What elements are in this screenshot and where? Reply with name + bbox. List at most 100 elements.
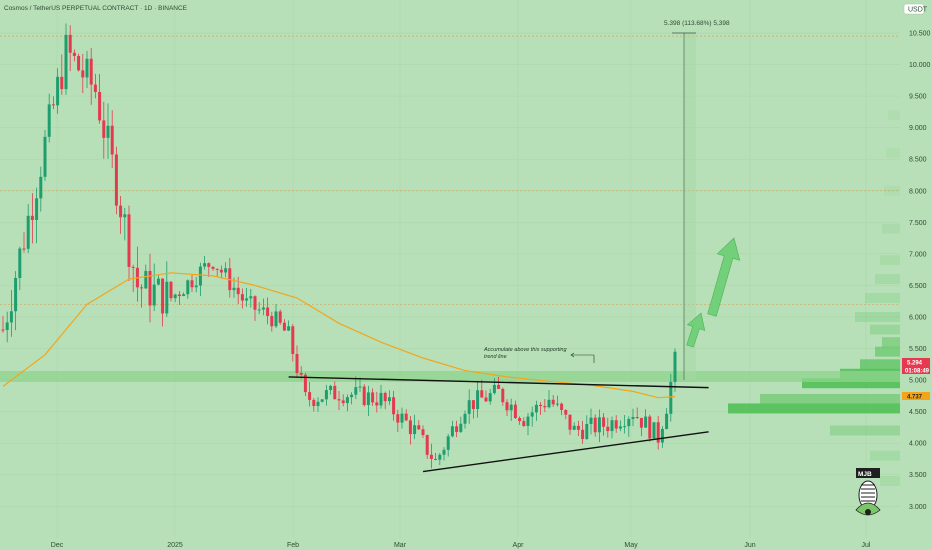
price-tick-label: 6.000 xyxy=(909,314,927,321)
candle xyxy=(505,399,509,416)
candle xyxy=(89,48,93,105)
candle xyxy=(392,390,396,421)
price-tick-label: 10.000 xyxy=(909,62,931,69)
trend-lines[interactable] xyxy=(288,376,709,473)
price-tick-label: 5.500 xyxy=(909,346,927,353)
candle xyxy=(316,397,320,412)
candle xyxy=(211,266,215,271)
candle xyxy=(270,311,274,332)
support-trend-line[interactable] xyxy=(422,431,709,473)
candle xyxy=(614,415,618,433)
ma-price-badge: 4.737 xyxy=(902,392,930,401)
candle xyxy=(198,262,202,297)
price-tick-label: 4.000 xyxy=(909,441,927,448)
candle xyxy=(9,289,13,337)
candle xyxy=(312,398,316,412)
candle xyxy=(539,402,543,415)
candle xyxy=(148,253,152,323)
candle xyxy=(165,261,169,317)
time-tick-label: Jul xyxy=(862,542,871,549)
candle xyxy=(257,302,261,315)
candle xyxy=(77,53,81,72)
candle xyxy=(72,49,76,62)
volume-profile-bar xyxy=(875,346,900,357)
candle xyxy=(610,416,614,439)
candle xyxy=(152,263,156,312)
candle xyxy=(375,391,379,413)
resistance-trend-line[interactable] xyxy=(288,376,709,389)
price-tick-label: 5.000 xyxy=(909,378,927,385)
candle xyxy=(253,295,257,321)
candle xyxy=(429,443,433,469)
candle xyxy=(639,417,643,437)
volume-profile-bar xyxy=(886,147,900,158)
candle xyxy=(140,284,144,308)
candle xyxy=(26,204,30,254)
candle xyxy=(501,387,505,406)
candle xyxy=(383,391,387,410)
svg-text:USDT: USDT xyxy=(908,7,928,14)
volume-profile-bar xyxy=(870,324,900,335)
candle xyxy=(362,384,366,407)
candle xyxy=(488,388,492,405)
candle xyxy=(366,385,370,417)
price-tick-label: 4.500 xyxy=(909,409,927,416)
candle xyxy=(476,380,480,418)
time-tick-label: Feb xyxy=(287,542,299,549)
trend-annotation-line-1: Accumulate above this supporting xyxy=(483,347,567,353)
support-zone-band xyxy=(0,371,900,382)
author-logo: MJB xyxy=(855,468,881,516)
candle xyxy=(442,447,446,461)
candle xyxy=(656,415,660,450)
candle xyxy=(303,372,307,397)
candle xyxy=(320,399,324,403)
candle xyxy=(480,379,484,398)
candle xyxy=(459,416,463,434)
candle xyxy=(203,255,207,270)
candle xyxy=(635,407,639,420)
candle xyxy=(547,389,551,409)
candle xyxy=(492,378,496,395)
svg-text:01:08:49: 01:08:49 xyxy=(905,369,930,375)
candle xyxy=(182,292,186,297)
target-measure xyxy=(672,32,696,381)
candle xyxy=(585,415,589,440)
candle xyxy=(404,409,408,422)
candle xyxy=(51,96,55,110)
price-axis[interactable]: 10.500 10.000 9.500 9.000 8.500 8.000 7.500 7.0… xyxy=(900,0,932,540)
candle xyxy=(350,392,354,405)
volume-profile-bar xyxy=(728,403,900,414)
countdown-badge: 01:08:49 xyxy=(902,366,930,375)
price-tick-label: 8.000 xyxy=(909,188,927,195)
price-tick-label: 6.500 xyxy=(909,283,927,290)
candle xyxy=(287,320,291,331)
svg-text:5.294: 5.294 xyxy=(907,361,923,367)
candle xyxy=(623,415,627,434)
candle xyxy=(665,408,669,430)
candle xyxy=(161,278,165,327)
price-tick-label: 8.500 xyxy=(909,157,927,164)
candle xyxy=(648,414,652,442)
annotation-arrow xyxy=(570,352,595,363)
candle xyxy=(568,414,572,435)
candle xyxy=(509,398,513,422)
candle xyxy=(425,434,429,459)
candle xyxy=(644,409,648,428)
candle xyxy=(119,196,123,234)
candle xyxy=(572,422,576,431)
time-axis[interactable]: Dec 2025 Feb Mar Apr May Jun Jul xyxy=(0,538,900,550)
candle xyxy=(438,452,442,466)
candle xyxy=(81,53,85,94)
volume-profile-bar xyxy=(830,425,900,436)
candle xyxy=(631,408,635,427)
candle xyxy=(245,287,249,307)
candle xyxy=(123,207,127,241)
candle xyxy=(47,93,51,143)
candle xyxy=(274,303,278,329)
candle xyxy=(597,409,601,443)
candles xyxy=(1,23,677,469)
time-tick-label: Jun xyxy=(744,542,755,549)
candle xyxy=(455,420,459,438)
volume-profile-bar xyxy=(888,110,900,121)
